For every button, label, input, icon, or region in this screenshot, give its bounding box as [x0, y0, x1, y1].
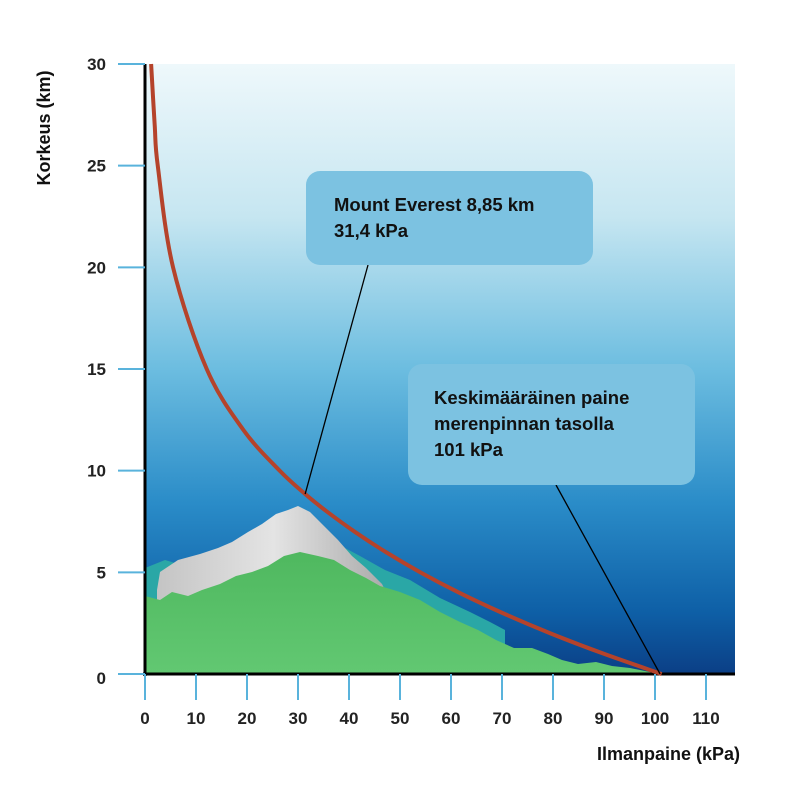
y-axis-title: Korkeus (km) [34, 70, 54, 185]
everest-callout-line-2: 31,4 kPa [334, 220, 409, 241]
x-tick-label: 30 [289, 709, 308, 728]
y-tick-label: 5 [97, 563, 106, 582]
sealevel-callout-line-1: Keskimääräinen paine [434, 387, 630, 408]
y-tick-label: 20 [87, 258, 106, 277]
x-tick-label: 40 [340, 709, 359, 728]
x-tick-label: 10 [187, 709, 206, 728]
sealevel-callout-line-3: 101 kPa [434, 439, 503, 460]
x-tick-label: 100 [641, 709, 669, 728]
pressure-curve-line [149, 63, 663, 676]
x-tick-label: 70 [493, 709, 512, 728]
x-tick-label: 60 [442, 709, 461, 728]
x-tick-label: 80 [544, 709, 563, 728]
everest-callout: Mount Everest 8,85 km 31,4 kPa [306, 171, 593, 265]
y-tick-label: 15 [87, 360, 106, 379]
sealevel-callout: Keskimääräinen paine merenpinnan tasolla… [408, 364, 695, 485]
y-tick-label: 10 [87, 462, 106, 481]
y-tick-label: 30 [87, 55, 106, 74]
y-tick-label: 25 [87, 157, 106, 176]
sealevel-callout-line-2: merenpinnan tasolla [434, 413, 614, 434]
x-tick-label: 50 [391, 709, 410, 728]
everest-callout-line-1: Mount Everest 8,85 km [334, 194, 535, 215]
x-tick-label: 20 [238, 709, 257, 728]
x-tick-label: 0 [140, 709, 149, 728]
everest-leader-line [304, 264, 369, 495]
y-tick-label: 0 [97, 669, 106, 688]
x-tick-label: 90 [595, 709, 614, 728]
x-axis-title: Ilmanpaine (kPa) [597, 744, 740, 764]
green-hills [145, 552, 670, 674]
sealevel-leader-line [555, 484, 661, 675]
x-tick-label: 110 [692, 709, 719, 728]
